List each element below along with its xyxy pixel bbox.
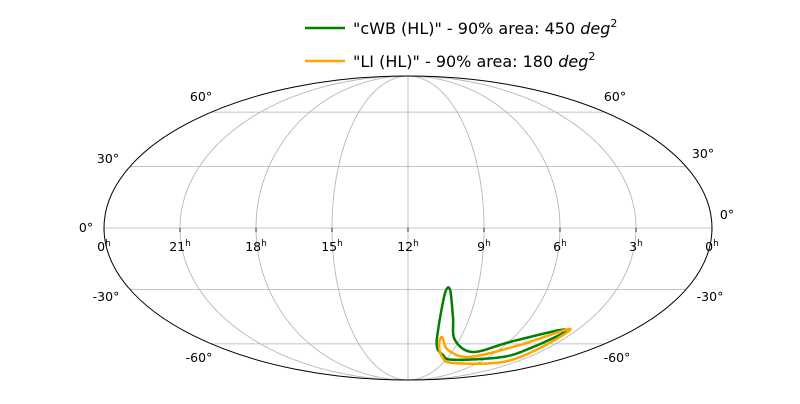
ra-tick-label: 9h: [477, 239, 491, 254]
legend-label: "LI (HL)" - 90% area: 180 deg2: [353, 50, 595, 71]
ra-tick-label: 6h: [553, 239, 567, 254]
contour-li: [437, 327, 572, 365]
contour-cwb: [435, 286, 568, 362]
dec-tick-label-left: -60°: [186, 350, 213, 365]
ra-tick-label: 18h: [245, 239, 267, 254]
ra-tick-label: 3h: [629, 239, 643, 254]
legend: "cWB (HL)" - 90% area: 450 deg2 "LI (HL)"…: [305, 17, 617, 71]
ra-tick-label: 0h: [97, 239, 111, 254]
legend-label: "cWB (HL)" - 90% area: 450 deg2: [353, 17, 617, 38]
dec-tick-label-left: 30°: [97, 151, 119, 166]
ra-tick-label: 0h: [705, 239, 719, 254]
ra-tick-label: 15h: [321, 239, 343, 254]
dec-tick-label-right: 30°: [692, 146, 714, 161]
dec-tick-label-left: 0°: [79, 220, 93, 235]
dec-tick-label-right: -60°: [604, 350, 631, 365]
dec-tick-label-right: 0°: [720, 207, 734, 222]
contours: [435, 286, 572, 365]
dec-tick-label-right: 60°: [604, 89, 626, 104]
ra-tick-label: 12h: [397, 239, 419, 254]
ra-tick-label: 21h: [169, 239, 191, 254]
dec-tick-label-left: 60°: [190, 89, 212, 104]
dec-tick-label-right: -30°: [697, 289, 724, 304]
dec-tick-label-left: -30°: [93, 289, 120, 304]
